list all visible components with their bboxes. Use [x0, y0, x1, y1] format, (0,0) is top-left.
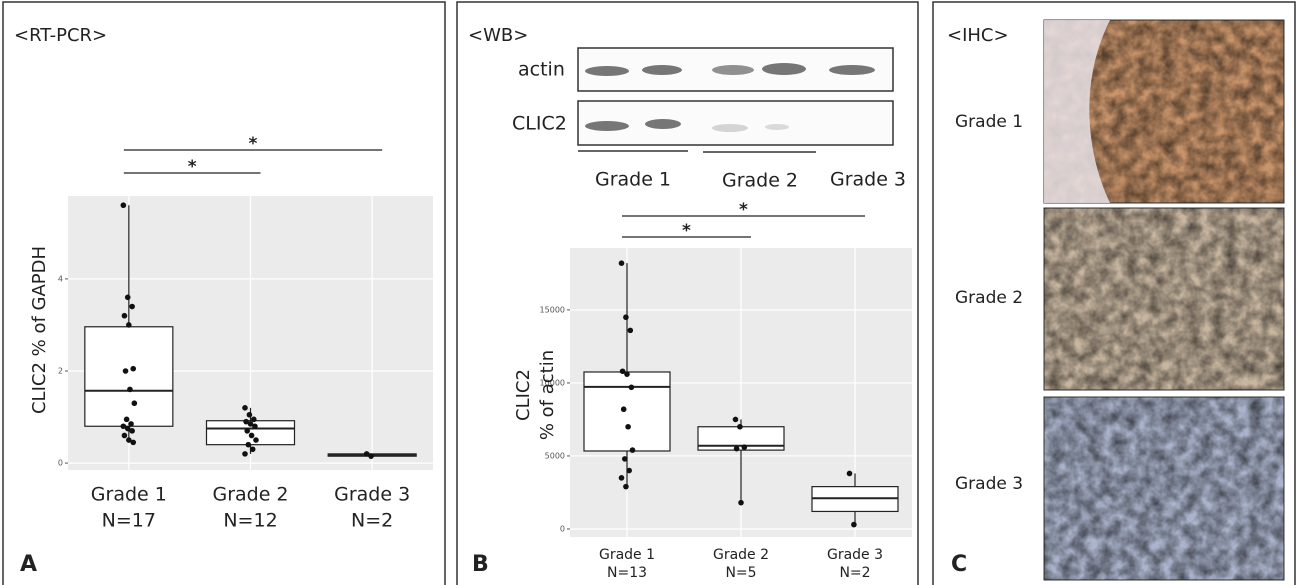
data-point	[127, 387, 133, 393]
data-point	[128, 421, 134, 427]
data-point	[851, 522, 857, 528]
blot-group-label: Grade 1	[595, 169, 671, 191]
data-point	[252, 423, 258, 429]
blot-group-label: Grade 3	[830, 169, 906, 191]
data-point	[621, 406, 627, 412]
box	[584, 372, 670, 451]
data-point	[623, 484, 629, 490]
n-label: N=13	[607, 565, 647, 581]
data-point	[624, 371, 630, 377]
significance-label: *	[682, 221, 691, 241]
ihc-row-label: Grade 3	[955, 474, 1023, 494]
y-axis-label: CLIC2 % of GAPDH	[29, 246, 50, 414]
data-point	[244, 428, 250, 434]
data-point	[126, 322, 132, 328]
n-label: N=2	[839, 565, 870, 581]
data-point	[622, 456, 628, 462]
data-point	[630, 447, 636, 453]
figure: <WB> actin CLIC2 Grade 1 Grade 2 Grade 3…	[0, 0, 1298, 585]
blot-row-label: CLIC2	[512, 113, 567, 135]
x-tick-label: Grade 1	[91, 484, 167, 506]
data-point	[623, 314, 629, 320]
data-point	[619, 475, 625, 481]
data-point	[733, 417, 739, 423]
n-label: N=5	[725, 565, 756, 581]
y-tick-label: 0	[58, 459, 63, 468]
data-point	[242, 451, 248, 457]
y-tick-label: 5000	[545, 451, 565, 460]
data-point	[628, 328, 634, 334]
data-point	[130, 440, 136, 446]
data-point	[249, 433, 255, 439]
significance-label: *	[249, 134, 258, 154]
western-blot	[578, 48, 893, 152]
data-point	[626, 468, 632, 474]
panel-label: C	[951, 552, 967, 577]
data-point	[737, 424, 743, 430]
n-label: N=2	[351, 510, 393, 532]
panel-label: B	[472, 552, 489, 577]
data-point	[121, 202, 127, 208]
y-tick-label: 0	[560, 524, 565, 533]
x-tick-label: Grade 2	[713, 547, 769, 563]
ihc-row-label: Grade 2	[955, 288, 1023, 308]
data-point	[250, 446, 256, 452]
significance-label: *	[188, 157, 197, 177]
blot-group-label: Grade 2	[722, 170, 798, 192]
data-point	[130, 366, 136, 372]
y-tick-label: 15000	[540, 305, 565, 314]
ihc-row-label: Grade 1	[955, 112, 1023, 132]
data-point	[629, 385, 635, 391]
data-point	[129, 304, 135, 310]
data-point	[122, 433, 128, 439]
panel-label: A	[20, 552, 37, 577]
x-tick-label: Grade 2	[212, 484, 288, 506]
data-point	[251, 417, 257, 423]
data-point	[124, 417, 130, 423]
significance-label: *	[739, 200, 748, 220]
data-point	[738, 500, 744, 506]
box	[85, 327, 173, 426]
y-tick-label: 2	[58, 366, 63, 375]
data-point	[625, 424, 631, 430]
data-point	[247, 412, 253, 418]
x-tick-label: Grade 3	[827, 547, 883, 563]
data-point	[734, 446, 740, 452]
data-point	[242, 405, 248, 411]
data-point	[125, 295, 131, 301]
blot-row-label: actin	[518, 59, 565, 81]
data-point	[253, 437, 259, 443]
ihc-images	[1044, 20, 1284, 580]
n-label: N=17	[102, 510, 156, 532]
data-point	[847, 471, 853, 477]
y-tick-label: 4	[58, 274, 63, 283]
x-tick-label: Grade 3	[334, 484, 410, 506]
data-point	[132, 400, 138, 406]
panel-heading: <IHC>	[947, 25, 1009, 46]
x-tick-label: Grade 1	[599, 547, 655, 563]
data-point	[619, 260, 625, 266]
data-point	[742, 444, 748, 450]
panel-heading: <RT-PCR>	[14, 25, 107, 46]
data-point	[246, 442, 252, 448]
data-point	[129, 428, 135, 434]
n-label: N=12	[223, 510, 277, 532]
y-axis-label: CLIC2	[513, 369, 534, 421]
data-point	[122, 313, 128, 319]
y-axis-label: % of actin	[537, 350, 558, 440]
panel-heading: <WB>	[468, 25, 528, 46]
data-point	[368, 453, 374, 459]
data-point	[123, 368, 129, 374]
